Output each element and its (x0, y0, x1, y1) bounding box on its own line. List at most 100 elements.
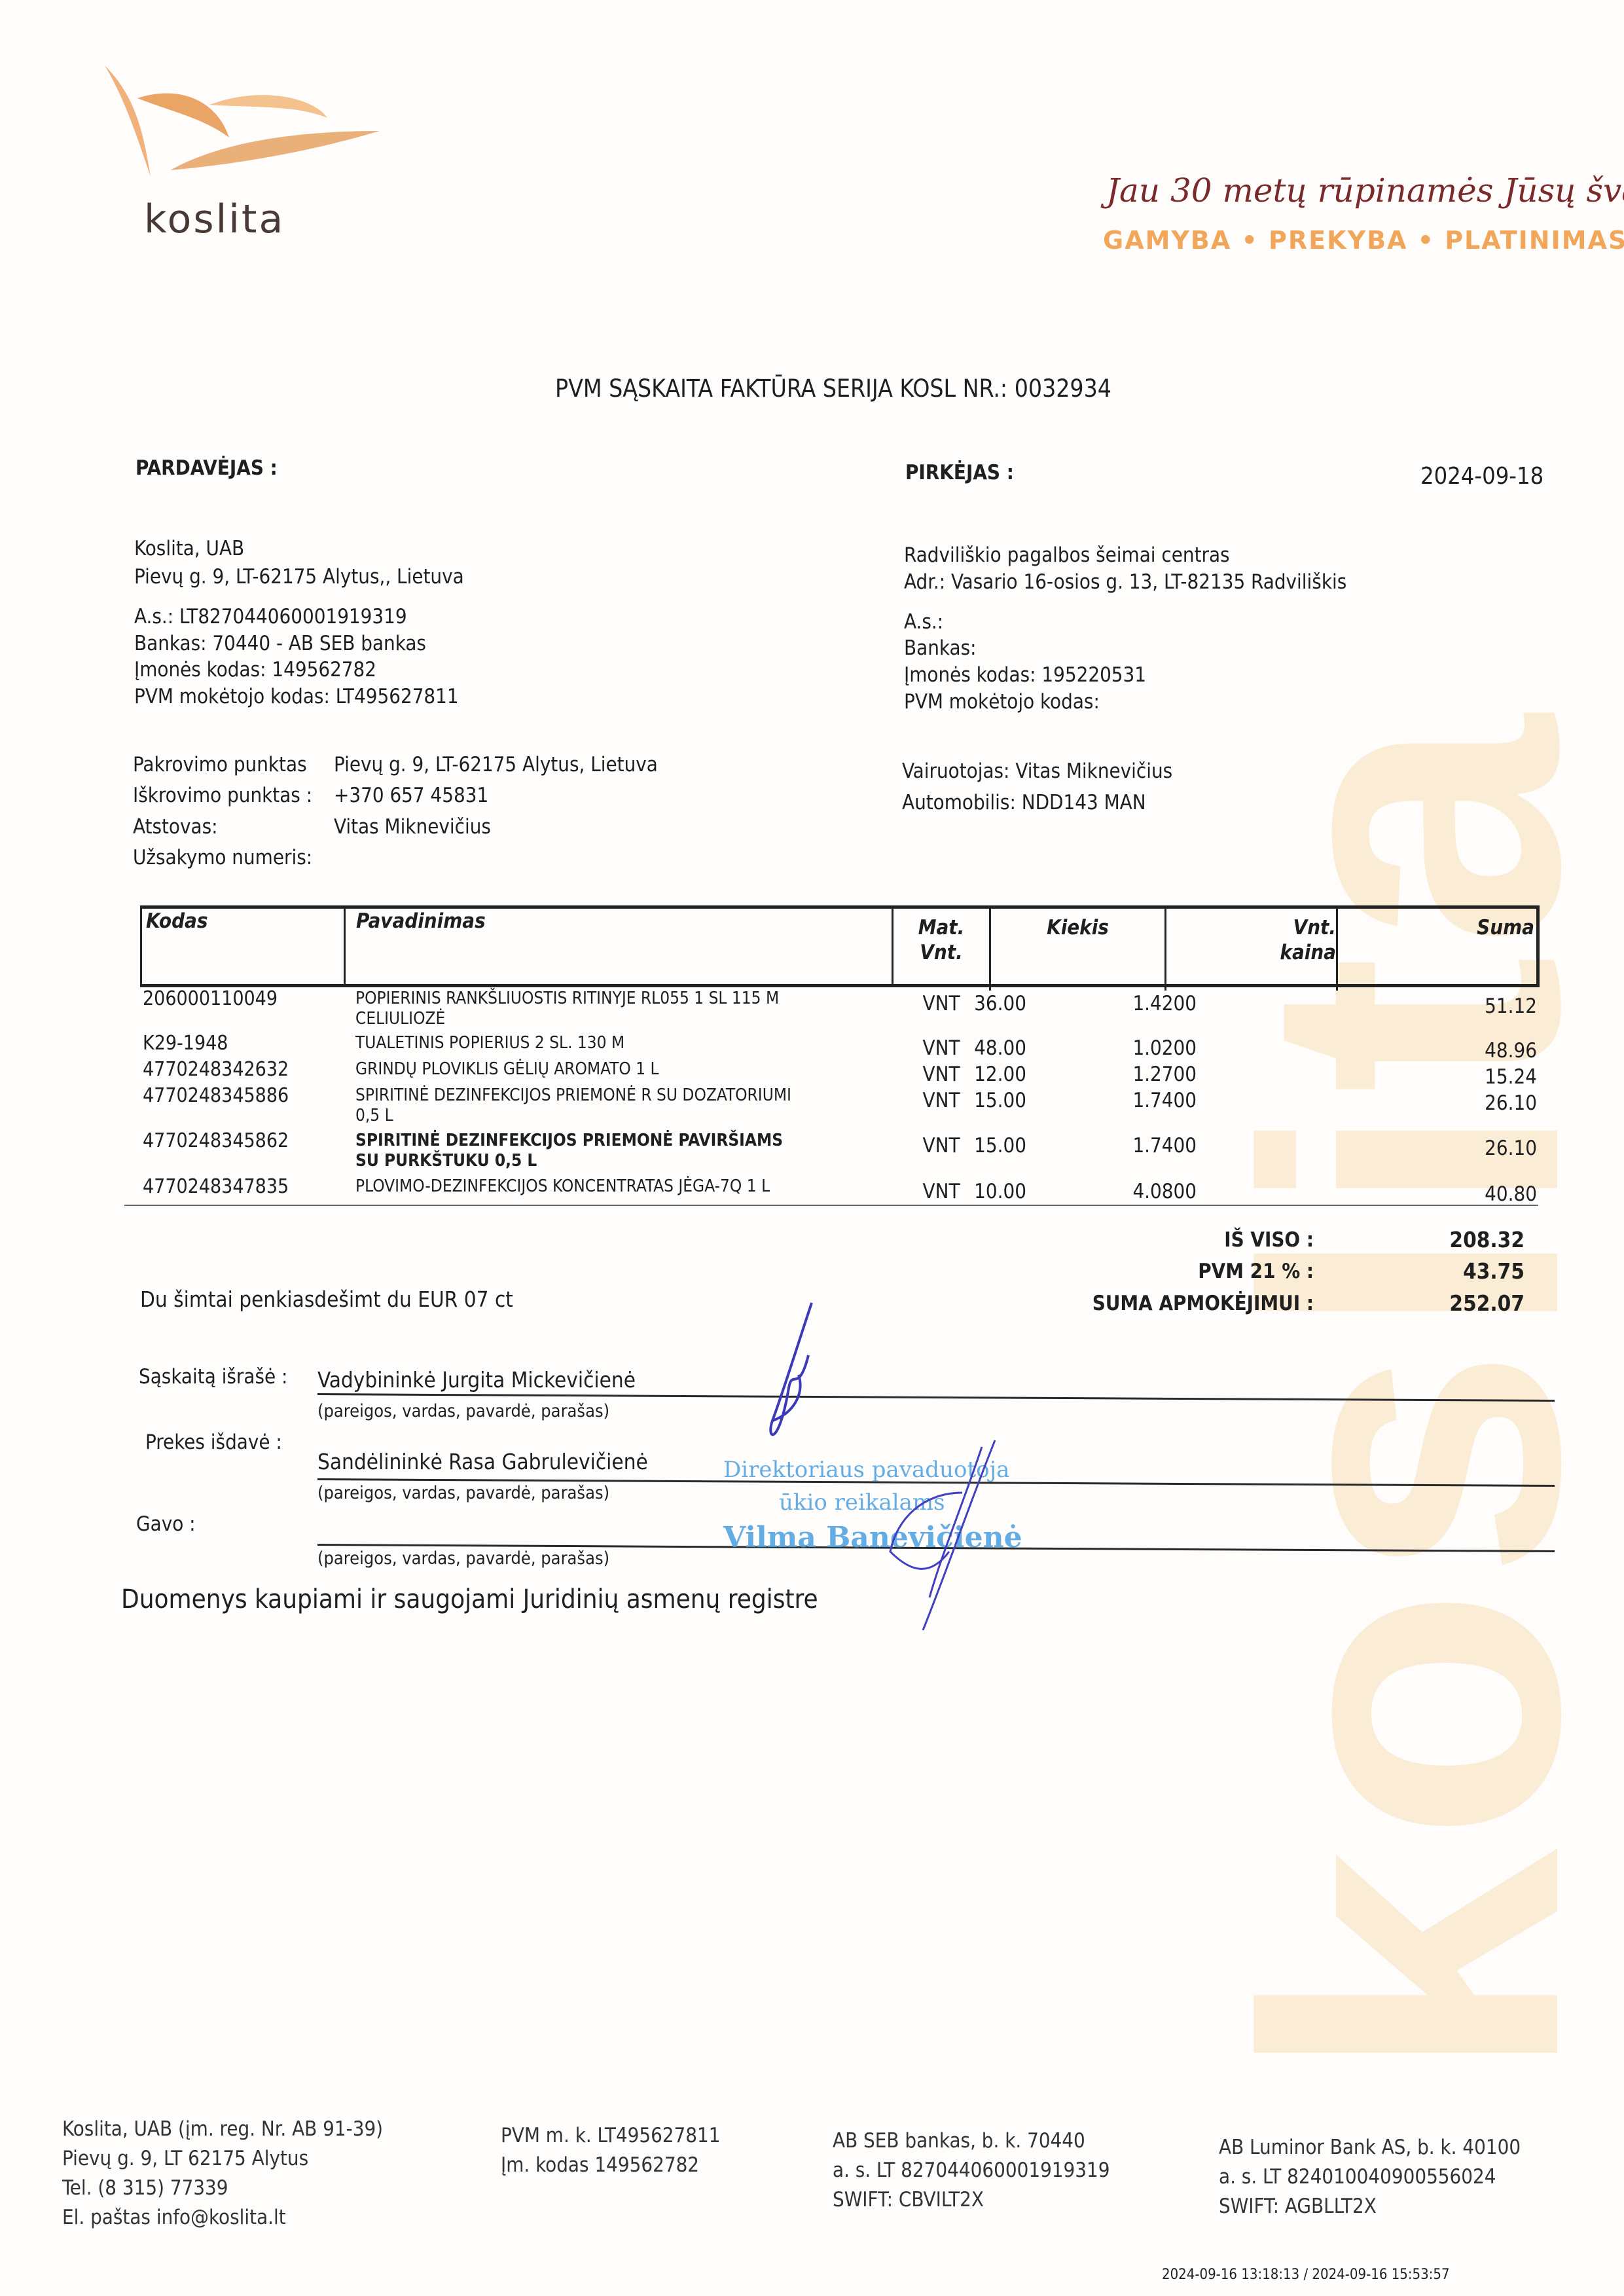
total-label: SUMA APMOKĖJIMUI : (1092, 1292, 1314, 1315)
items-table-header: Kodas Pavadinimas Mat. Vnt. Kiekis Vnt. ka… (140, 905, 1540, 991)
col-name-label: Pavadinimas (356, 909, 486, 933)
unloading-label: Iškrovimo punktas : (133, 784, 313, 807)
issued-caption: (pareigos, vardas, pavardė, parašas) (317, 1401, 610, 1421)
buyer-bank: Bankas: (904, 636, 977, 660)
loading-label: Pakrovimo punktas (133, 753, 307, 776)
seller-address: Pievų g. 9, LT-62175 Alytus,, Lietuva (134, 565, 464, 589)
total-value: 252.07 (1449, 1290, 1525, 1316)
footer-codes-line: Įm. kodas 149562782 (501, 2153, 700, 2177)
stamp-line-1: Direktoriaus pavaduotoja (723, 1457, 1010, 1483)
footer-company-line: El. paštas info@koslita.lt (62, 2206, 286, 2229)
col-price-label-1: Vnt. (1293, 916, 1336, 939)
footer-company-line: Tel. (8 315) 77339 (62, 2176, 228, 2200)
buyer-name: Radviliškio pagalbos šeimai centras (904, 543, 1230, 567)
item-qty: 48.00 (974, 1036, 1026, 1060)
seller-bank: Bankas: 70440 - AB SEB bankas (134, 632, 426, 655)
item-sum: 51.12 (1485, 994, 1537, 1018)
released-label: Prekes išdavė : (145, 1430, 282, 1454)
footer-bank-line: a. s. LT 824010040900556024 (1219, 2165, 1496, 2189)
invoice-date: 2024-09-18 (1420, 463, 1544, 490)
col-qty-header: Kiekis (991, 909, 1166, 991)
col-price-header: Vnt. kaina (1166, 909, 1338, 991)
released-caption: (pareigos, vardas, pavardė, parašas) (317, 1483, 610, 1503)
item-sum: 26.10 (1485, 1137, 1537, 1160)
footer-company: Koslita, UAB (įm. reg. Nr. AB 91-39) Pie… (62, 2115, 383, 2232)
item-price: 1.2700 (1132, 1063, 1197, 1086)
footer-codes-line: PVM m. k. LT495627811 (501, 2124, 721, 2147)
tagline: GAMYBA • PREKYBA • PLATINIMAS (1103, 226, 1624, 255)
item-sum: 15.24 (1485, 1065, 1537, 1089)
amount-in-words: Du šimtai penkiasdešimt du EUR 07 ct (140, 1286, 513, 1312)
col-unit-label-2: Vnt. (920, 941, 963, 964)
item-price: 4.0800 (1132, 1180, 1197, 1203)
registry-note: Duomenys kaupiami ir saugojami Juridinių… (121, 1584, 818, 1614)
handwritten-signature-icon (769, 1302, 996, 1631)
item-code: 4770248345886 (143, 1084, 289, 1107)
vehicle: Automobilis: NDD143 MAN (902, 791, 1146, 814)
loading-value: Pievų g. 9, LT-62175 Alytus, Lietuva (334, 753, 658, 776)
item-unit: VNT (922, 992, 960, 1015)
buyer-account: A.s.: (904, 610, 944, 634)
item-code: 4770248345862 (143, 1129, 289, 1152)
seller-heading: PARDAVĖJAS : (135, 456, 278, 480)
received-caption: (pareigos, vardas, pavardė, parašas) (317, 1548, 610, 1569)
buyer-vat-code: PVM mokėtojo kodas: (904, 690, 1100, 714)
col-sum-label: Suma (1477, 916, 1534, 939)
col-price-label-2: kaina (1280, 941, 1336, 964)
seller-account: A.s.: LT827044060001919319 (134, 605, 407, 629)
item-name: SPIRITINĖ DEZINFEKCIJOS PRIEMONĖ PAVIRŠI… (355, 1131, 784, 1150)
footer-bank-luminor: AB Luminor Bank AS, b. k. 40100 a. s. LT… (1219, 2133, 1521, 2221)
footer-codes: PVM m. k. LT495627811 Įm. kodas 14956278… (501, 2121, 721, 2180)
order-label: Užsakymo numeris: (133, 846, 313, 869)
representative-value: Vitas Miknevičius (334, 815, 491, 839)
col-sum-header: Suma (1338, 909, 1534, 991)
item-name-cont: 0,5 L (355, 1106, 393, 1125)
released-name: Sandėlininkė Rasa Gabrulevičienė (317, 1449, 648, 1474)
buyer-company-code: Įmonės kodas: 195220531 (904, 663, 1147, 687)
item-name-cont: SU PURKŠTUKU 0,5 L (355, 1151, 537, 1171)
table-bottom-rule (124, 1205, 1538, 1206)
issued-label: Sąskaitą išrašė : (139, 1365, 288, 1389)
item-name: POPIERINIS RANKŠLIUOSTIS RITINYJE RL055 … (355, 989, 780, 1008)
col-qty-label: Kiekis (1047, 916, 1109, 939)
item-sum: 48.96 (1485, 1039, 1537, 1063)
buyer-heading: PIRKĖJAS : (905, 461, 1014, 484)
item-qty: 10.00 (974, 1180, 1026, 1203)
footer-company-line: Pievų g. 9, LT 62175 Alytus (62, 2147, 309, 2170)
item-price: 1.4200 (1132, 992, 1197, 1015)
footer-bank-line: AB Luminor Bank AS, b. k. 40100 (1219, 2136, 1521, 2159)
item-qty: 15.00 (974, 1134, 1026, 1157)
item-code: 4770248347835 (143, 1175, 289, 1198)
received-label: Gavo : (136, 1512, 196, 1536)
item-sum: 26.10 (1485, 1091, 1537, 1115)
item-price: 1.7400 (1132, 1134, 1197, 1157)
koslita-logo-icon (105, 65, 380, 177)
footer-company-line: Koslita, UAB (įm. reg. Nr. AB 91-39) (62, 2117, 384, 2141)
item-price: 1.0200 (1132, 1036, 1197, 1060)
seller-name: Koslita, UAB (134, 537, 245, 560)
seller-vat-code: PVM mokėtojo kodas: LT495627811 (134, 685, 459, 708)
footer-bank-line: SWIFT: CBVILT2X (833, 2188, 984, 2212)
vat-value: 43.75 (1463, 1258, 1525, 1284)
item-name: TUALETINIS POPIERIUS 2 SL. 130 M (355, 1033, 625, 1053)
subtotal-value: 208.32 (1449, 1227, 1525, 1252)
item-unit: VNT (922, 1134, 960, 1157)
stamp-line-3: Vilma Banevičienė (723, 1521, 1022, 1554)
item-unit: VNT (922, 1180, 960, 1203)
item-unit: VNT (922, 1063, 960, 1086)
slogan: Jau 30 metų rūpinamės Jūsų švara (1106, 172, 1624, 210)
representative-label: Atstovas: (133, 815, 218, 839)
print-timestamp: 2024-09-16 13:18:13 / 2024-09-16 15:53:5… (1162, 2267, 1450, 2283)
issued-name: Vadybininkė Jurgita Mickevičienė (317, 1367, 636, 1393)
item-unit: VNT (922, 1036, 960, 1060)
col-code-label: Kodas (146, 909, 208, 933)
driver: Vairuotojas: Vitas Miknevičius (902, 759, 1173, 783)
footer-bank-line: a. s. LT 827044060001919319 (833, 2159, 1110, 2182)
item-name: SPIRITINĖ DEZINFEKCIJOS PRIEMONĖ R SU DO… (355, 1085, 791, 1105)
vat-label: PVM 21 % : (1198, 1260, 1314, 1283)
item-name: GRINDŲ PLOVIKLIS GĖLIŲ AROMATO 1 L (355, 1059, 659, 1079)
col-name-header: Pavadinimas (346, 909, 893, 984)
invoice-title: PVM SĄSKAITA FAKTŪRA SERIJA KOSL NR.: 00… (555, 374, 1111, 403)
footer-bank-line: SWIFT: AGBLLT2X (1219, 2195, 1377, 2218)
subtotal-label: IŠ VISO : (1224, 1228, 1314, 1252)
